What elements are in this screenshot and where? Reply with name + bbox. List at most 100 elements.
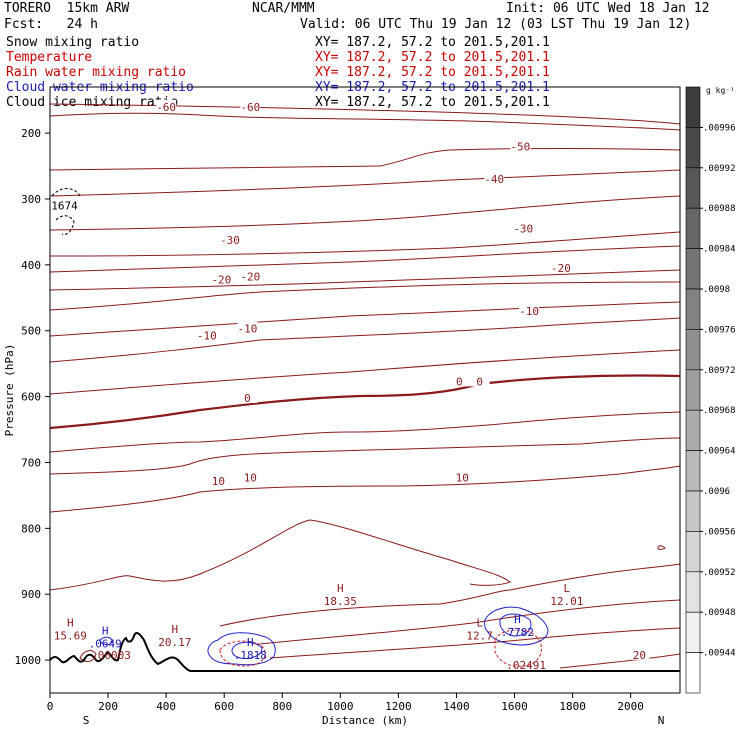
contour-label: 20 [633, 649, 646, 662]
colorbar-swatch [685, 409, 701, 451]
extremum-marker: H [102, 624, 109, 637]
colorbar-label: .00952 [703, 568, 736, 578]
contour-label: -40 [484, 173, 504, 186]
isotherm-plus7 [49, 437, 681, 475]
contour-label-bg [237, 321, 258, 334]
contour-label: -30 [220, 234, 240, 247]
colorbar-label: .00964 [703, 447, 736, 457]
contour-label-bg [240, 99, 261, 112]
isotherm-minus30 [49, 245, 681, 273]
terrain-line [49, 632, 680, 672]
isotherm-minus45 [49, 169, 681, 197]
y-axis-title: Pressure (hPa) [3, 344, 16, 437]
colorbar-label: .00948 [703, 608, 736, 618]
colorbar-label: .00968 [703, 406, 736, 416]
extremum-value: .7782 [501, 626, 534, 639]
colorbar-label: .00992 [703, 164, 736, 174]
contour-label: -60 [156, 101, 176, 114]
isotherm-plus15 [219, 563, 681, 627]
rain-water-contours [219, 629, 542, 667]
colorbar: .00996 .00992 .00988 .00984 .0098 .00976 .0097… [685, 86, 736, 694]
org-label: NCAR/MMM [252, 1, 315, 16]
isotherm-plus12-small [79, 650, 97, 662]
contour-label: -10 [197, 329, 217, 342]
colorbar-swatch [685, 329, 701, 371]
isotherm-minus60 [49, 112, 681, 131]
isotherm-plus19 [269, 627, 681, 659]
isotherm-minus50 [49, 148, 681, 171]
y-tick-label: 300 [21, 193, 41, 206]
colorbar-label: .00972 [703, 366, 736, 376]
colorbar-swatch [685, 248, 701, 290]
contour-label-bg [240, 470, 261, 483]
x-tick-label: 800 [272, 700, 292, 713]
isotherm-plus20-right [559, 653, 681, 669]
model-title: TORERO 15km ARW [4, 1, 130, 16]
extremum-value: 15.69 [54, 629, 87, 642]
x-tick-label: 1200 [385, 700, 412, 713]
extremum-value: 12.01 [550, 595, 583, 608]
forecast-hour: Fcst: 24 h [4, 17, 98, 32]
isotherm-plus12 [49, 519, 511, 591]
colorbar-swatch [685, 611, 701, 653]
y-tick-label: 900 [21, 588, 41, 601]
cloud-water-region-1-inner [231, 641, 263, 659]
extremum-value: .0649 [89, 637, 122, 650]
y-tick-label: 500 [21, 325, 41, 338]
valid-time: Valid: 06 UTC Thu 19 Jan 12 (03 LST Thu … [300, 17, 692, 32]
contour-label: 10 [244, 472, 257, 485]
y-tick-label: 600 [21, 391, 41, 404]
contour-label: -50 [510, 140, 530, 153]
colorbar-swatch [685, 652, 701, 694]
isotherm-minus10 [49, 317, 681, 363]
colorbar-label: .00956 [703, 527, 736, 537]
isotherm-minus25 [49, 269, 681, 291]
field-xy-cloud-ice: XY= 187.2, 57.2 to 201.5,201.1 [315, 95, 550, 110]
field-xy-temperature: XY= 187.2, 57.2 to 201.5,201.1 [315, 50, 550, 65]
field-xy-rain: XY= 187.2, 57.2 to 201.5,201.1 [315, 65, 550, 80]
snow-contours [51, 188, 81, 235]
colorbar-unit: g kg⁻¹ [706, 86, 735, 95]
extremum-value: .1818 [234, 649, 267, 662]
extremum-marker: H [514, 613, 521, 626]
contour-label-bg [208, 473, 229, 486]
x-tick-label: 2000 [617, 700, 644, 713]
field-name-rain: Rain water mixing ratio [6, 65, 187, 80]
contour-labels: -60 -60-50-40-30-30-20 -20-20-10-10-1000 01… [156, 99, 650, 662]
y-tick-label: 1000 [15, 654, 42, 667]
contour-label: -10 [519, 305, 539, 318]
colorbar-swatch [685, 490, 701, 532]
extremum-marker: H [337, 582, 344, 595]
contour-label-bg [469, 374, 490, 387]
isotherm-plus10-dot [657, 545, 666, 550]
contour-label-bg [510, 139, 531, 152]
field-xy-snow: XY= 187.2, 57.2 to 201.5,201.1 [315, 35, 550, 50]
isotherm-minus15 [49, 301, 681, 337]
contour-label-bg [211, 272, 232, 285]
colorbar-label: .00944 [703, 649, 736, 659]
contour-label-bg [196, 328, 217, 341]
extremum-value: 1674 [51, 199, 78, 212]
isotherm-minus35 [49, 231, 681, 257]
x-tick-label: 400 [156, 700, 176, 713]
isotherm-plus17 [259, 599, 681, 645]
isotherm-plus5 [49, 411, 681, 453]
isotherm-zero [49, 374, 681, 430]
extremum-value: 12.7 [466, 629, 493, 642]
contour-label-bg [452, 470, 473, 483]
colorbar-label: .00984 [703, 245, 736, 255]
colorbar-label: .00996 [703, 123, 736, 133]
contour-label-bg [237, 390, 258, 403]
x-tick-label: 1000 [327, 700, 354, 713]
contour-label: -20 [240, 271, 260, 284]
contour-label-bg [629, 647, 650, 660]
contour-label-bg [513, 221, 534, 234]
isotherm-minus5 [49, 349, 681, 395]
extremum-marker: L [476, 616, 483, 629]
colorbar-swatch [685, 207, 701, 249]
extremum-value: .02491 [506, 659, 546, 672]
init-time: Init: 06 UTC Wed 18 Jan 12 [506, 1, 710, 16]
colorbar-label: .0096 [703, 487, 730, 497]
y-tick-label: 200 [21, 127, 41, 140]
